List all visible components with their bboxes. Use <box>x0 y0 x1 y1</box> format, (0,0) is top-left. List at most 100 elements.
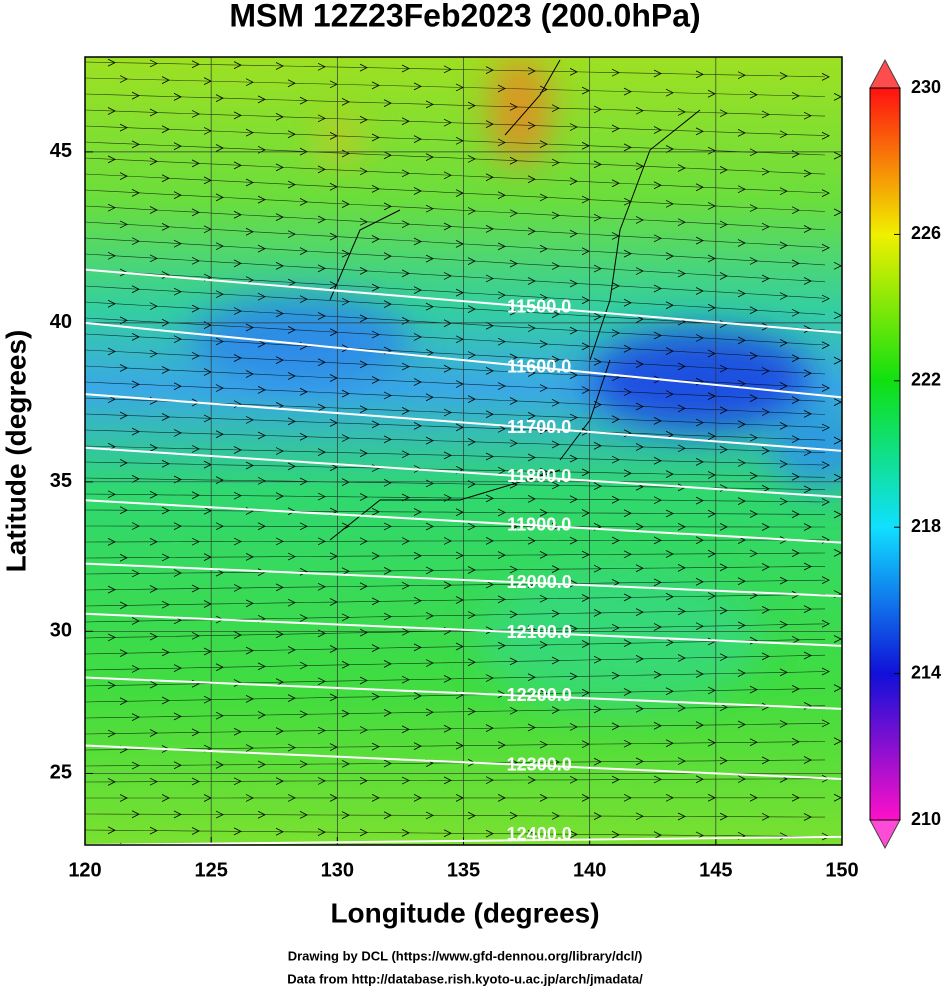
streamline-arrow <box>401 627 410 636</box>
streamline-arrow <box>443 408 452 417</box>
streamline-arrow <box>467 257 476 265</box>
streamline-arrow <box>414 847 421 854</box>
streamline-arrow <box>737 577 746 586</box>
streamline-arrow <box>191 351 200 360</box>
streamline-arrow <box>527 723 536 732</box>
streamline-arrow <box>539 140 548 148</box>
streamline-arrow <box>485 321 494 330</box>
streamline-arrow <box>425 436 434 445</box>
contour-line <box>84 676 843 710</box>
streamline-arrow <box>467 305 476 314</box>
streamline-arrow <box>384 864 391 871</box>
streamline-arrow <box>707 738 716 747</box>
streamline-arrow <box>233 827 242 836</box>
streamline-arrow <box>359 360 368 369</box>
streamline-arrow <box>791 737 800 746</box>
streamline <box>85 109 826 136</box>
streamline-arrow <box>791 91 800 100</box>
streamline-arrow <box>719 606 728 615</box>
streamline-arrow <box>383 811 392 820</box>
streamline <box>85 829 826 837</box>
contour-line <box>84 835 843 846</box>
contour-label: 11800.0 <box>507 466 571 486</box>
streamline-arrow <box>509 706 518 715</box>
streamline-arrow <box>719 406 728 415</box>
streamline-arrow <box>509 353 518 362</box>
streamline-arrow <box>779 338 788 347</box>
streamline-arrow <box>426 865 433 872</box>
streamline-arrow <box>677 654 686 662</box>
streamline-arrow <box>257 244 266 253</box>
streamline-arrow <box>413 333 422 341</box>
streamline-arrow <box>413 551 422 560</box>
y-tick-label: 30 <box>50 620 72 642</box>
streamline-arrow <box>173 191 182 200</box>
streamline-arrow <box>372 847 379 854</box>
streamline-arrow <box>359 582 368 591</box>
streamline-arrow <box>425 659 434 667</box>
colorbar-tick-label: 230 <box>911 77 941 97</box>
streamline-arrow <box>443 118 452 127</box>
streamline-arrow <box>833 261 842 270</box>
streamline-arrow <box>636 869 643 876</box>
streamline-arrow <box>593 160 602 169</box>
streamline-arrow <box>383 435 392 444</box>
streamline-arrow <box>233 307 242 315</box>
contour-line <box>84 446 843 499</box>
streamline <box>85 671 826 687</box>
streamline-arrow <box>623 143 632 152</box>
streamline-arrow <box>677 269 686 278</box>
streamline-arrow <box>635 608 644 616</box>
streamline-arrow <box>191 491 200 500</box>
y-tick-label: 45 <box>50 140 72 162</box>
streamline-arrow <box>707 549 716 558</box>
streamline-arrow <box>413 794 422 802</box>
colorbar-tick-label: 226 <box>911 223 941 243</box>
streamline-arrow <box>371 794 380 802</box>
streamline-arrow <box>161 413 170 421</box>
streamline-arrow <box>665 687 674 696</box>
streamline-arrow <box>803 277 812 285</box>
streamline-arrow <box>443 724 452 733</box>
streamline-arrow <box>149 537 158 546</box>
streamline-arrow <box>779 292 788 300</box>
streamline-arrow <box>695 183 704 192</box>
streamline-arrow <box>803 169 812 178</box>
streamline-arrow <box>425 100 434 109</box>
streamline-arrow <box>383 478 392 487</box>
streamline-arrow <box>569 279 578 288</box>
streamline-arrow <box>443 364 452 373</box>
streamline-arrow <box>455 642 464 651</box>
streamlines <box>85 58 842 876</box>
streamline-arrow <box>569 67 578 76</box>
contour-label: 11500.0 <box>507 296 571 316</box>
streamline-arrow <box>527 324 536 333</box>
streamline-arrow <box>119 172 128 180</box>
streamline-arrow <box>119 601 128 610</box>
streamline-arrow <box>803 225 812 233</box>
streamline-arrow <box>245 323 254 332</box>
streamline-arrow <box>551 812 560 820</box>
streamline-arrow <box>707 254 716 263</box>
streamline-arrow <box>341 709 350 718</box>
streamline <box>85 525 825 528</box>
streamline-arrow <box>119 794 128 802</box>
streamline-arrow <box>821 384 830 392</box>
streamline-arrow <box>485 829 494 838</box>
streamline-arrow <box>581 550 590 559</box>
streamline-arrow <box>569 579 578 588</box>
contour-label: 11700.0 <box>507 417 571 437</box>
streamline <box>85 365 826 402</box>
streamline-arrow <box>593 655 602 664</box>
streamline-arrow <box>485 724 494 732</box>
streamline-arrow <box>695 287 704 295</box>
streamline-arrow <box>791 793 800 802</box>
streamline-arrow <box>257 95 266 104</box>
streamline-arrow <box>833 473 842 482</box>
streamline-arrow <box>455 741 464 750</box>
streamline-arrow <box>707 89 716 98</box>
streamline-arrow <box>791 354 800 363</box>
streamline-arrow <box>623 509 632 518</box>
streamline-arrow <box>317 726 326 735</box>
streamline-arrow <box>707 303 716 312</box>
